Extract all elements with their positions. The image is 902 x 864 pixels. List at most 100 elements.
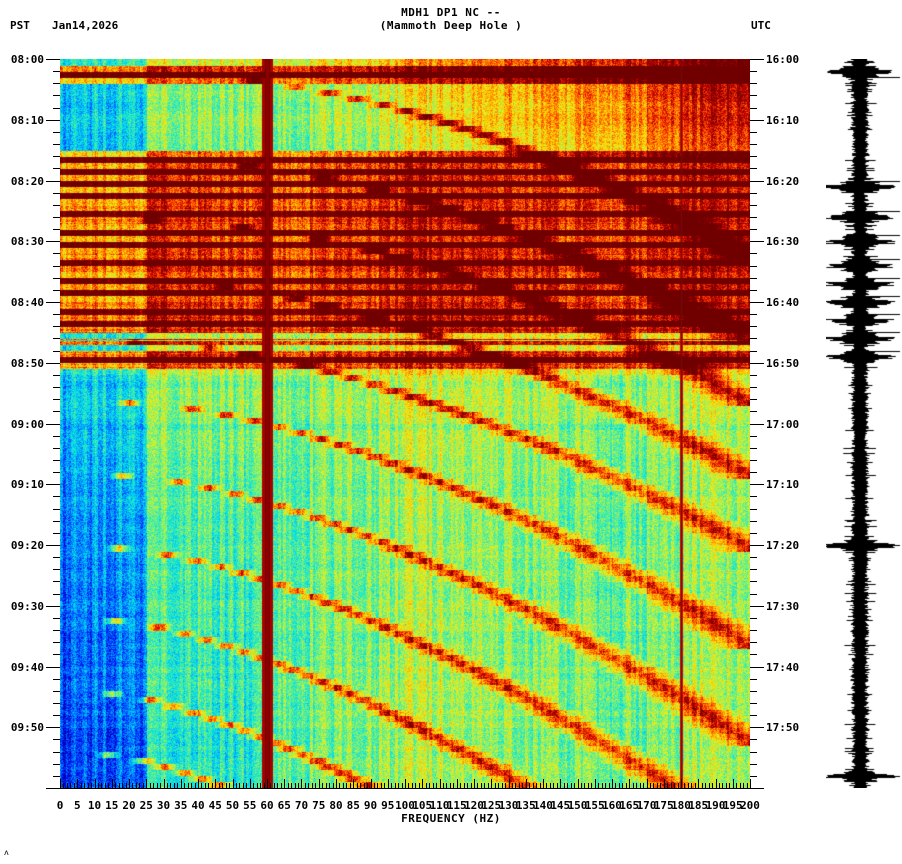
frequency-tick-minor (222, 783, 223, 788)
seismogram-trace (826, 59, 902, 788)
time-tick-minor (750, 387, 757, 388)
frequency-tick-minor (257, 783, 258, 788)
time-tick-major (46, 727, 60, 728)
time-tick-major (750, 59, 764, 60)
left-time-label: 09:30 (10, 600, 44, 613)
frequency-tick-minor (522, 783, 523, 788)
frequency-tick-minor (291, 783, 292, 788)
time-tick-minor (53, 411, 60, 412)
frequency-tick-minor (108, 783, 109, 788)
frequency-tick-minor (729, 783, 730, 788)
time-tick-minor (750, 691, 757, 692)
frequency-tick-minor (391, 783, 392, 788)
frequency-label: 120 (464, 799, 484, 812)
frequency-tick-major (716, 779, 717, 788)
frequency-label: 130 (498, 799, 519, 812)
right-time-label: 17:50 (766, 721, 800, 734)
frequency-tick-minor (246, 783, 247, 788)
right-time-label: 17:00 (766, 418, 800, 431)
frequency-tick-major (647, 779, 648, 788)
frequency-tick-minor (467, 783, 468, 788)
frequency-tick-minor (188, 783, 189, 788)
frequency-label: 15 (105, 799, 119, 812)
corner-artifact-mark: ᴧ (4, 848, 9, 857)
frequency-tick-minor (615, 783, 616, 788)
time-tick-minor (750, 679, 757, 680)
right-time-axis-ticks (750, 59, 764, 789)
time-tick-minor (750, 776, 757, 777)
frequency-tick-minor (208, 783, 209, 788)
right-time-label: 16:10 (766, 114, 800, 127)
time-tick-minor (750, 436, 757, 437)
frequency-tick-minor (736, 783, 737, 788)
left-time-label: 08:50 (10, 357, 44, 370)
frequency-label: 100 (395, 799, 415, 812)
frequency-tick-minor (367, 783, 368, 788)
time-tick-minor (53, 266, 60, 267)
frequency-tick-minor (139, 783, 140, 788)
time-tick-minor (53, 132, 60, 133)
right-timezone-label: UTC (751, 19, 771, 32)
frequency-tick-minor (695, 783, 696, 788)
left-time-label: 09:10 (10, 478, 44, 491)
frequency-tick-minor (588, 783, 589, 788)
frequency-label: 70 (294, 799, 309, 812)
frequency-tick-minor (415, 783, 416, 788)
time-tick-minor (750, 95, 757, 96)
frequency-tick-minor (450, 783, 451, 788)
frequency-tick-minor (557, 783, 558, 788)
time-tick-minor (53, 314, 60, 315)
frequency-tick-minor (643, 783, 644, 788)
frequency-tick-minor (350, 783, 351, 788)
time-tick-minor (53, 654, 60, 655)
spectrogram-plot[interactable] (60, 59, 750, 788)
frequency-tick-major (526, 779, 527, 788)
frequency-tick-minor (678, 783, 679, 788)
right-time-label: 17:10 (766, 478, 800, 491)
right-time-label: 16:30 (766, 235, 800, 248)
frequency-axis (60, 779, 751, 806)
frequency-label: 80 (329, 799, 343, 812)
time-tick-minor (750, 654, 757, 655)
frequency-tick-minor (574, 783, 575, 788)
frequency-tick-minor (219, 783, 220, 788)
spectrogram-image (60, 59, 750, 788)
frequency-tick-minor (674, 783, 675, 788)
time-tick-minor (750, 411, 757, 412)
frequency-tick-major (319, 779, 320, 788)
frequency-tick-major (336, 779, 337, 788)
frequency-tick-major (457, 779, 458, 788)
frequency-tick-major (215, 779, 216, 788)
frequency-tick-minor (498, 783, 499, 788)
right-time-label: 17:30 (766, 600, 800, 613)
time-tick-major (46, 424, 60, 425)
frequency-tick-minor (402, 783, 403, 788)
frequency-tick-major (95, 779, 96, 788)
right-time-label: 16:20 (766, 175, 800, 188)
frequency-tick-minor (191, 783, 192, 788)
frequency-tick-minor (115, 783, 116, 788)
frequency-tick-minor (640, 783, 641, 788)
time-tick-minor (53, 533, 60, 534)
frequency-tick-minor (533, 783, 534, 788)
frequency-tick-minor (408, 783, 409, 788)
frequency-tick-minor (602, 783, 603, 788)
time-tick-minor (750, 399, 757, 400)
time-tick-minor (750, 533, 757, 534)
frequency-tick-major (284, 779, 285, 788)
time-tick-minor (53, 752, 60, 753)
time-tick-minor (53, 679, 60, 680)
frequency-tick-minor (446, 783, 447, 788)
time-tick-minor (750, 375, 757, 376)
time-tick-minor (750, 266, 757, 267)
time-tick-minor (750, 83, 757, 84)
frequency-tick-minor (433, 783, 434, 788)
frequency-tick-minor (333, 783, 334, 788)
frequency-tick-minor (609, 783, 610, 788)
time-tick-major (750, 727, 764, 728)
frequency-tick-minor (502, 783, 503, 788)
frequency-tick-minor (653, 783, 654, 788)
frequency-tick-minor (747, 783, 748, 788)
time-tick-major (750, 545, 764, 546)
frequency-tick-major (388, 779, 389, 788)
